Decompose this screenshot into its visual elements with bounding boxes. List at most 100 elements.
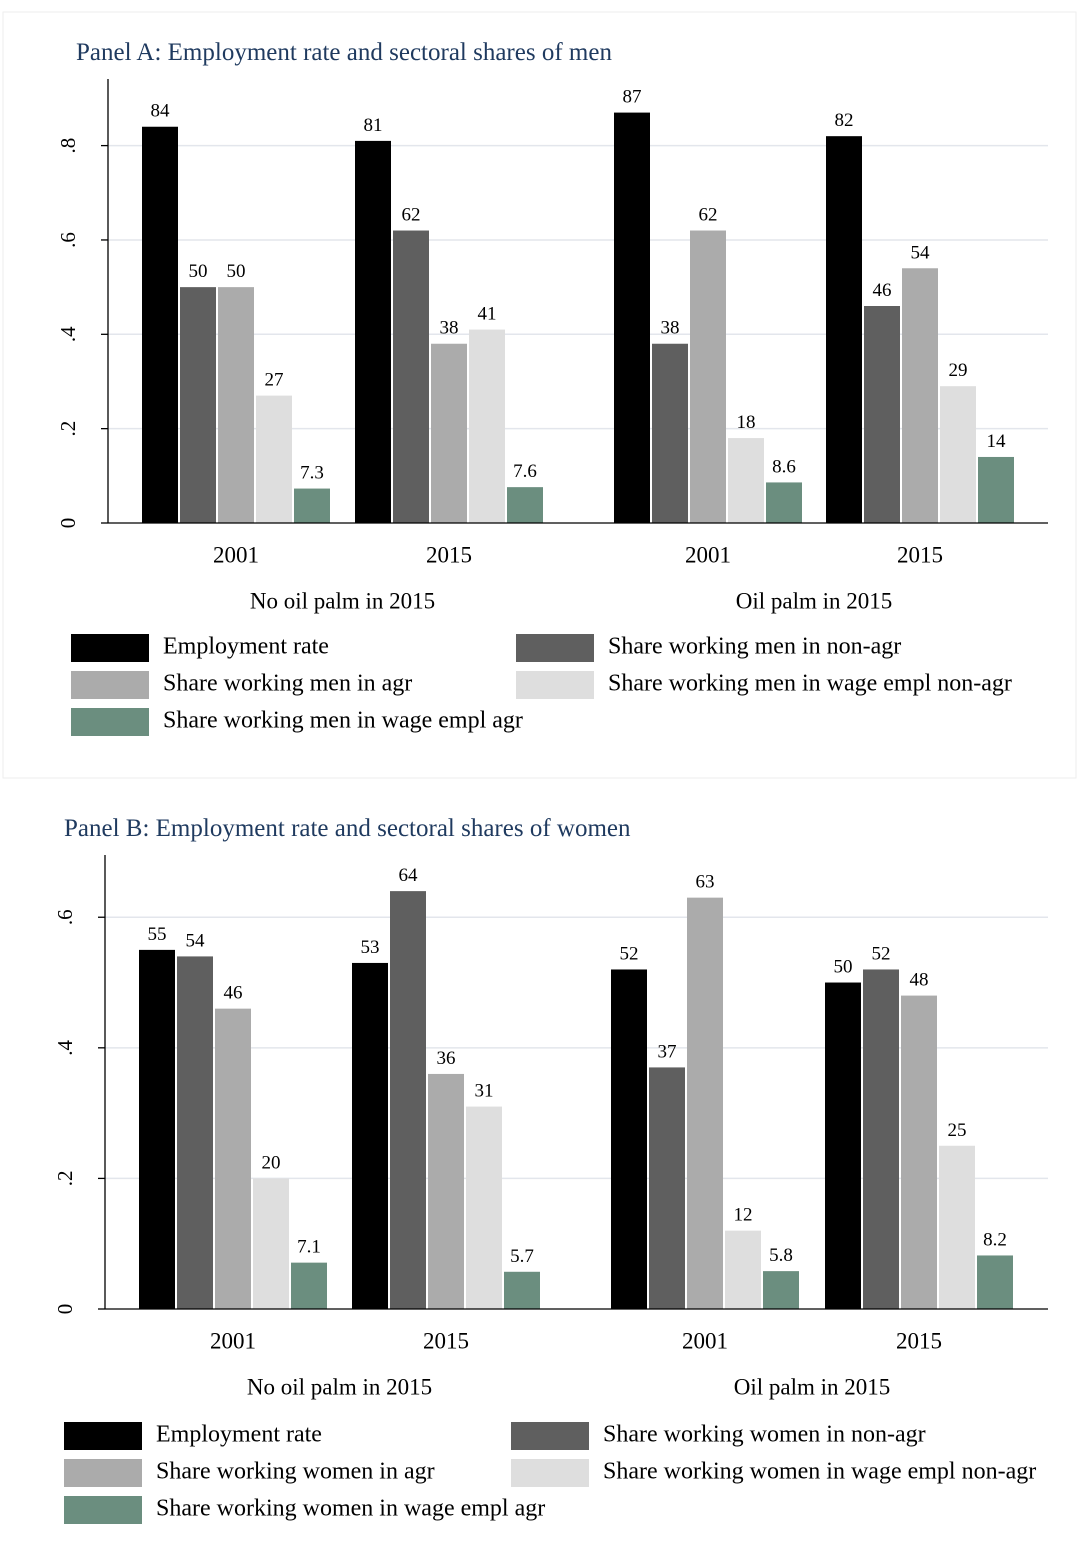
panel-b-bar-value-label: 7.1 bbox=[297, 1237, 321, 1258]
panel-a-bar bbox=[864, 306, 900, 523]
panel-a-bar-value-label: 82 bbox=[835, 110, 854, 131]
panel-b-bar bbox=[253, 1178, 289, 1309]
panel-a-bar-value-label: 41 bbox=[478, 304, 497, 325]
panel-a-ytick-label: 0 bbox=[56, 518, 80, 529]
panel-a-bar bbox=[142, 126, 178, 523]
panel-b-legend-label: Employment rate bbox=[156, 1422, 322, 1448]
panel-a-category-label: 2001 bbox=[685, 542, 731, 567]
panel-a-legend-label: Share working men in wage empl non-agr bbox=[608, 671, 1012, 697]
panel-b-bar bbox=[763, 1271, 799, 1309]
panel-b-bar bbox=[139, 949, 175, 1309]
panel-b-bar bbox=[977, 1255, 1013, 1309]
panel-a-bar-value-label: 50 bbox=[189, 261, 208, 282]
panel-b-bar bbox=[215, 1008, 251, 1309]
panel-a-bar-value-label: 38 bbox=[440, 318, 459, 339]
panel-b-category-label: 2001 bbox=[210, 1328, 256, 1353]
panel-b-ytick-label: 0 bbox=[53, 1304, 77, 1315]
panel-b-title: Panel B: Employment rate and sectoral sh… bbox=[64, 815, 631, 842]
panel-a-bar bbox=[940, 386, 976, 523]
panel-a-ytick-label: .4 bbox=[56, 326, 80, 342]
panel-b-bar-value-label: 46 bbox=[224, 983, 243, 1004]
panel-b-ytick-label: .4 bbox=[53, 1039, 77, 1055]
panel-a-bar bbox=[826, 136, 862, 523]
panel-a-bar-value-label: 62 bbox=[699, 205, 718, 226]
panel-a-frame bbox=[2, 11, 1077, 779]
panel-a-legend-swatch bbox=[516, 671, 594, 699]
panel-b-bar-value-label: 55 bbox=[148, 924, 167, 945]
panel-b-bar-value-label: 54 bbox=[186, 930, 206, 951]
panel-b-ytick-label: .6 bbox=[53, 909, 77, 925]
panel-b-bar bbox=[725, 1230, 761, 1309]
panel-b-bar bbox=[390, 891, 426, 1309]
panel-a-bar-value-label: 54 bbox=[911, 242, 931, 263]
panel-a-bar bbox=[652, 343, 688, 523]
panel-a-bar-value-label: 46 bbox=[873, 280, 892, 301]
panel-a-bar bbox=[218, 287, 254, 523]
panel-a-bar-value-label: 50 bbox=[227, 261, 246, 282]
panel-a-legend-label: Share working men in non-agr bbox=[608, 634, 901, 660]
panel-b-bar-value-label: 63 bbox=[696, 872, 715, 893]
panel-b-bar bbox=[939, 1145, 975, 1309]
panel-b-legend-swatch bbox=[511, 1422, 589, 1450]
panel-a-bar-value-label: 27 bbox=[265, 370, 284, 391]
panel-a-legend-label: Share working men in agr bbox=[163, 671, 412, 697]
panel-a-title: Panel A: Employment rate and sectoral sh… bbox=[76, 39, 612, 66]
panel-b-bar bbox=[291, 1262, 327, 1309]
panel-a-category-label: 2001 bbox=[213, 542, 259, 567]
panel-a-bar-value-label: 8.6 bbox=[772, 456, 796, 477]
panel-b-bar bbox=[901, 995, 937, 1309]
panel-b-group-label: Oil palm in 2015 bbox=[734, 1374, 891, 1399]
panel-a-bar bbox=[902, 268, 938, 523]
panel-b-legend-label: Share working women in wage empl agr bbox=[156, 1496, 545, 1522]
panel-b-bar-value-label: 50 bbox=[834, 957, 853, 978]
panel-a-bar bbox=[690, 230, 726, 524]
panel-b-legend-swatch bbox=[64, 1459, 142, 1487]
panel-a-bar bbox=[256, 395, 292, 523]
panel-b-bar-value-label: 25 bbox=[948, 1120, 967, 1141]
panel-b-bar-value-label: 53 bbox=[361, 937, 380, 958]
panel-b-bar-value-label: 36 bbox=[437, 1048, 456, 1069]
panel-a-bar bbox=[355, 140, 391, 524]
panel-b-chart: Panel B: Employment rate and sectoral sh… bbox=[53, 815, 1048, 1524]
panel-a-bar-value-label: 84 bbox=[151, 101, 171, 122]
panel-a-bar bbox=[180, 287, 216, 523]
panel-b-bar-value-label: 5.8 bbox=[769, 1245, 793, 1266]
panel-a-ytick-label: .6 bbox=[56, 232, 80, 248]
panel-b-bar-value-label: 8.2 bbox=[983, 1229, 1007, 1250]
panel-a-category-label: 2015 bbox=[426, 542, 472, 567]
panel-a-legend-swatch bbox=[71, 671, 149, 699]
panel-a-bar bbox=[393, 230, 429, 524]
panel-b-category-label: 2015 bbox=[896, 1328, 942, 1353]
panel-b-bar-value-label: 20 bbox=[262, 1152, 281, 1173]
panel-b-legend-label: Share working women in agr bbox=[156, 1459, 435, 1485]
panel-b-bar bbox=[825, 982, 861, 1309]
panel-b-bar bbox=[504, 1271, 540, 1309]
panel-a-bar bbox=[766, 482, 802, 523]
panel-b-legend-swatch bbox=[64, 1496, 142, 1524]
panel-b-bar-value-label: 52 bbox=[872, 943, 891, 964]
panel-a-group-label: No oil palm in 2015 bbox=[250, 588, 435, 613]
panel-b-legend-swatch bbox=[64, 1422, 142, 1450]
panel-a-bar bbox=[294, 488, 330, 523]
panel-a-bar-value-label: 7.3 bbox=[300, 463, 324, 484]
panel-a-ytick-label: .8 bbox=[56, 138, 80, 154]
panel-b-bar-value-label: 48 bbox=[910, 970, 929, 991]
panel-a-bar bbox=[728, 438, 764, 523]
panel-a-legend-swatch bbox=[71, 634, 149, 662]
panel-a-bar bbox=[469, 329, 505, 523]
panel-a-bar-value-label: 29 bbox=[949, 360, 968, 381]
panel-b-bar bbox=[649, 1067, 685, 1309]
panel-a-bar bbox=[614, 112, 650, 523]
panel-a-bar-value-label: 18 bbox=[737, 412, 756, 433]
panel-b-bar bbox=[352, 962, 388, 1309]
panel-b-bar-value-label: 52 bbox=[620, 943, 639, 964]
panel-b-bar bbox=[428, 1073, 464, 1309]
panel-b-bar bbox=[863, 969, 899, 1309]
panel-b-legend-label: Share working women in non-agr bbox=[603, 1422, 926, 1448]
panel-a-bar-value-label: 38 bbox=[661, 318, 680, 339]
panel-b-bar bbox=[687, 897, 723, 1309]
panel-a-bar-value-label: 62 bbox=[402, 205, 421, 226]
panel-a-bar bbox=[431, 343, 467, 523]
panel-a-group-label: Oil palm in 2015 bbox=[736, 588, 893, 613]
panel-b-ytick-label: .2 bbox=[53, 1171, 77, 1187]
